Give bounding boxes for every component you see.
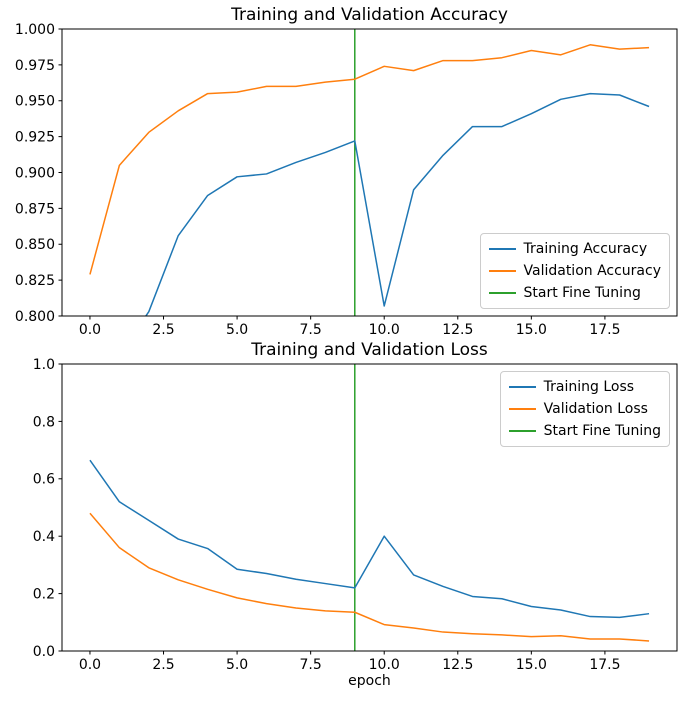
x-tick-label: 0.0	[79, 657, 101, 673]
legend-label: Validation Accuracy	[523, 263, 662, 279]
legend-entry: Validation Loss	[508, 398, 661, 420]
legend-line-start-fine-tuning	[508, 430, 536, 432]
y-tick-label: 0.0	[33, 644, 55, 660]
y-tick-label: 0.825	[15, 273, 55, 289]
x-tick-label: 5.0	[226, 322, 248, 338]
subplot-1: 0.0 2.5 5.0 7.5 10.0 12.5 15.0 17.5 0.800 0.825 0.…	[15, 5, 678, 338]
x-axis-label: epoch	[348, 673, 391, 689]
x-tick-label: 7.5	[300, 657, 322, 673]
legend-entry: Training Loss	[508, 376, 661, 398]
series-line-training-loss	[89, 459, 650, 619]
legend-line-training-loss	[508, 386, 536, 388]
y-tick-label: 0.875	[15, 201, 55, 217]
legend-label: Start Fine Tuning	[543, 423, 661, 439]
legend-entry: Start Fine Tuning	[488, 282, 662, 304]
chart-title: Training and Validation Accuracy	[230, 5, 508, 25]
legend-line-training-accuracy	[488, 248, 516, 250]
x-tick-label: 2.5	[152, 322, 174, 338]
x-tick-label: 0.0	[79, 322, 101, 338]
legend-line-validation-loss	[508, 408, 536, 410]
x-tick-label: 10.0	[369, 322, 400, 338]
y-tick-label: 1.000	[15, 22, 55, 38]
x-tick-label: 5.0	[226, 657, 248, 673]
legend-line-validation-accuracy	[488, 270, 516, 272]
y-tick-label: 0.2	[33, 587, 55, 603]
y-tick-label: 0.975	[15, 58, 55, 74]
x-tick-label: 12.5	[442, 657, 473, 673]
y-tick-label: 0.800	[15, 309, 55, 325]
legend-label: Validation Loss	[543, 401, 648, 417]
x-tick-label: 2.5	[152, 657, 174, 673]
x-tick-label: 12.5	[442, 322, 473, 338]
legend-label: Training Accuracy	[523, 241, 648, 257]
x-tick-label: 15.0	[516, 657, 547, 673]
series-line-training-accuracy	[144, 92, 650, 316]
legend-line-start-fine-tuning	[488, 292, 516, 294]
y-tick-label: 0.8	[33, 414, 55, 430]
x-tick-label: 10.0	[369, 657, 400, 673]
y-tick-label: 0.925	[15, 130, 55, 146]
y-tick-label: 1.0	[33, 357, 55, 373]
legend: Training Accuracy Validation Accuracy Star…	[479, 233, 670, 309]
legend-label: Training Loss	[543, 379, 635, 395]
legend: Training Loss Validation Loss Start Fine T…	[499, 371, 670, 447]
x-tick-label: 17.5	[589, 657, 620, 673]
axes-frame	[61, 363, 678, 652]
y-tick-label: 0.850	[15, 237, 55, 253]
y-tick-label: 0.4	[33, 529, 55, 545]
legend-entry: Start Fine Tuning	[508, 420, 661, 442]
series-line-validation-loss	[89, 512, 650, 642]
series-line-validation-accuracy	[89, 44, 650, 275]
legend-entry: Validation Accuracy	[488, 260, 662, 282]
y-tick-label: 0.900	[15, 165, 55, 181]
subplot-2: 0.0 2.5 5.0 7.5 10.0 12.5 15.0 17.5 0.0 0.2 0.4 0.6…	[33, 340, 678, 689]
legend-label: Start Fine Tuning	[523, 285, 641, 301]
chart-title: Training and Validation Loss	[250, 340, 488, 360]
x-tick-label: 7.5	[300, 322, 322, 338]
y-tick-label: 0.6	[33, 472, 55, 488]
x-tick-label: 15.0	[516, 322, 547, 338]
legend-entry: Training Accuracy	[488, 238, 662, 260]
x-tick-label: 17.5	[589, 322, 620, 338]
y-tick-label: 0.950	[15, 94, 55, 110]
